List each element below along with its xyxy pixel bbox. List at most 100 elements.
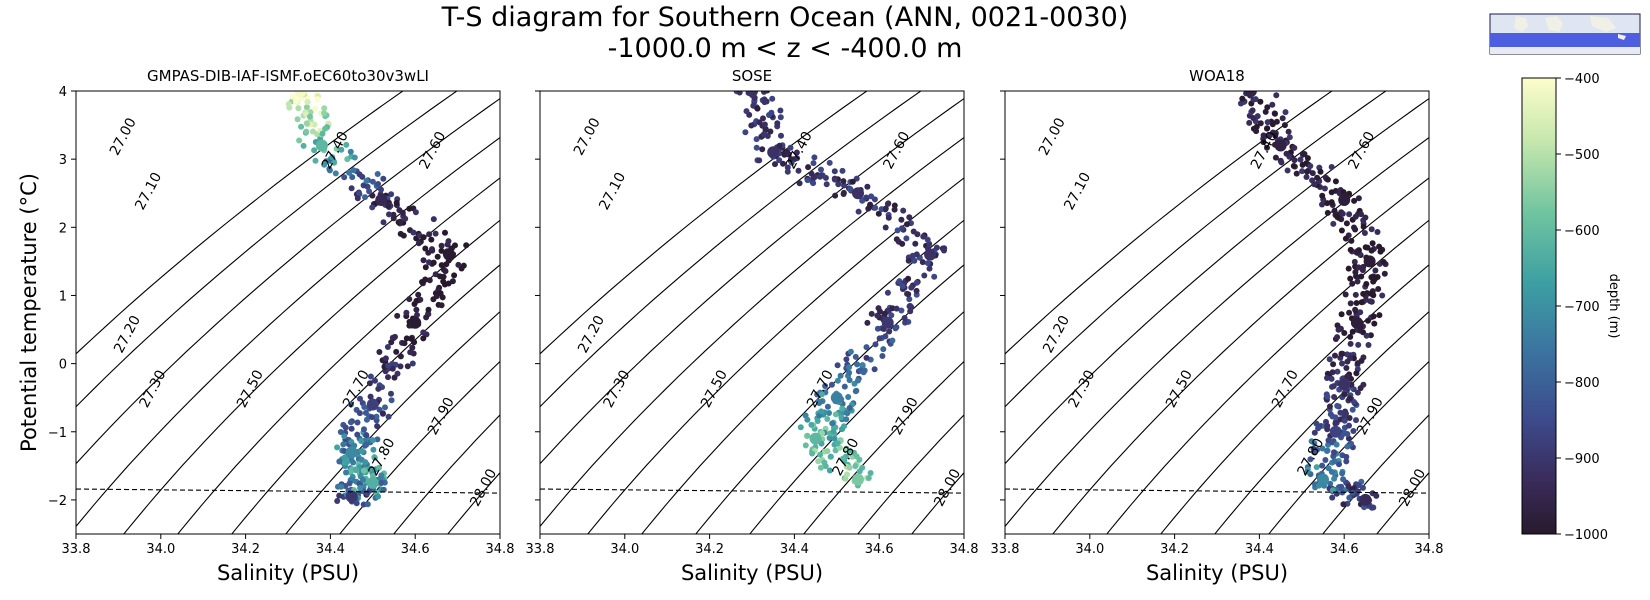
- ts-data-point: [331, 159, 338, 166]
- ts-data-point: [843, 416, 850, 423]
- ts-data-point: [1375, 286, 1382, 292]
- ts-data-point: [380, 175, 387, 182]
- ts-data-point: [1347, 355, 1354, 362]
- ts-data-point: [787, 144, 794, 151]
- ts-data-point: [1324, 176, 1331, 183]
- ts-data-point: [809, 432, 822, 445]
- ts-data-point: [1266, 132, 1273, 139]
- ts-data-point: [1262, 108, 1269, 115]
- ts-data-point: [855, 208, 862, 215]
- density-contour: [231, 264, 500, 534]
- ts-data-point: [846, 369, 853, 376]
- ts-data-point: [760, 115, 766, 122]
- ts-data-point: [900, 207, 907, 214]
- ts-data-point: [1340, 476, 1347, 483]
- ts-data-point: [401, 340, 408, 347]
- ts-data-point: [1307, 163, 1314, 169]
- ts-data-point: [920, 233, 927, 240]
- ts-data-point: [1326, 403, 1333, 410]
- ts-data-point: [388, 397, 395, 404]
- ts-data-point: [420, 329, 427, 336]
- ts-data-point: [888, 312, 895, 319]
- ts-data-point: [784, 168, 791, 175]
- ts-data-point: [767, 128, 774, 135]
- ts-data-point: [811, 154, 818, 161]
- ts-data-point: [817, 451, 824, 458]
- ts-data-point: [837, 372, 844, 379]
- ts-data-point: [1301, 151, 1308, 157]
- ts-data-point: [808, 170, 815, 177]
- ts-data-point: [362, 459, 369, 466]
- ts-data-point: [1324, 200, 1331, 207]
- ts-data-point: [860, 369, 867, 376]
- ts-panel-2: 27.0027.1027.2027.3027.4027.5027.6027.70…: [526, 67, 979, 585]
- ts-data-point: [371, 454, 378, 461]
- ts-data-point: [1274, 139, 1287, 152]
- contour-label: 27.70: [804, 368, 837, 411]
- ts-data-point: [1354, 360, 1361, 367]
- contour-label: 27.10: [132, 170, 165, 213]
- contour-label: 27.10: [596, 170, 629, 213]
- ts-data-point: [847, 348, 854, 355]
- ts-data-point: [1329, 369, 1336, 376]
- ts-data-point: [852, 473, 864, 486]
- ts-data-point: [914, 231, 921, 238]
- ts-data-point: [426, 259, 432, 266]
- ts-data-point: [1376, 243, 1383, 250]
- ts-data-point: [360, 467, 367, 474]
- ts-data-point: [821, 459, 828, 466]
- ts-data-point: [455, 261, 462, 268]
- x-axis-label: Salinity (PSU): [681, 561, 823, 585]
- panel-title: WOA18: [1189, 67, 1245, 85]
- ts-data-point: [814, 391, 821, 398]
- ts-data-point: [1332, 178, 1339, 185]
- contour-label: 28.00: [467, 466, 500, 509]
- ts-data-point: [352, 466, 359, 473]
- colorbar: −400 −500 −600 −700 −800 −900 −1000 depth (m): [1521, 72, 1621, 543]
- ts-data-point: [326, 166, 333, 172]
- ts-data-point: [345, 490, 358, 503]
- ts-data-point: [380, 486, 387, 493]
- ts-data-point: [1354, 278, 1361, 285]
- ts-data-point: [1355, 264, 1362, 271]
- ts-data-point: [1353, 249, 1360, 256]
- ts-data-point: [1367, 332, 1374, 339]
- x-tick-label: 34.2: [1160, 542, 1189, 557]
- panel-title: SOSE: [732, 67, 772, 85]
- ts-data-point: [1313, 464, 1320, 471]
- ts-data-point: [388, 390, 394, 397]
- ts-data-point: [1374, 229, 1381, 235]
- ts-data-point: [1279, 115, 1286, 122]
- ts-data-point: [420, 234, 427, 241]
- ts-data-point: [802, 442, 809, 449]
- ts-data-point: [1328, 199, 1335, 206]
- ts-data-point: [905, 291, 912, 298]
- ts-data-point: [859, 362, 866, 369]
- ts-data-point: [777, 107, 784, 114]
- x-tick-label: 33.8: [991, 542, 1020, 557]
- density-contour: [1214, 310, 1429, 534]
- ts-data-point: [754, 105, 761, 112]
- ts-data-point: [1346, 494, 1353, 501]
- ts-data-point: [1350, 316, 1363, 329]
- ts-data-point: [1354, 389, 1361, 396]
- ts-data-point: [415, 240, 422, 247]
- density-contour: [1052, 177, 1429, 534]
- colorbar-tick-label: −400: [1564, 72, 1600, 87]
- ts-data-point: [1334, 334, 1341, 341]
- ts-data-point: [1293, 170, 1300, 177]
- ts-data-point: [425, 306, 432, 313]
- contour-label: 27.50: [1163, 368, 1196, 411]
- ts-data-point: [397, 363, 404, 370]
- ts-data-point: [349, 174, 356, 181]
- density-contour: [447, 471, 500, 534]
- ts-data-point: [804, 416, 811, 423]
- ts-data-point: [879, 353, 886, 359]
- contour-label: 27.70: [1269, 368, 1302, 411]
- ts-data-point: [360, 182, 367, 189]
- ts-data-point: [422, 264, 429, 271]
- ts-data-point: [333, 145, 340, 152]
- ts-data-point: [1349, 328, 1356, 335]
- ts-data-point: [886, 328, 893, 335]
